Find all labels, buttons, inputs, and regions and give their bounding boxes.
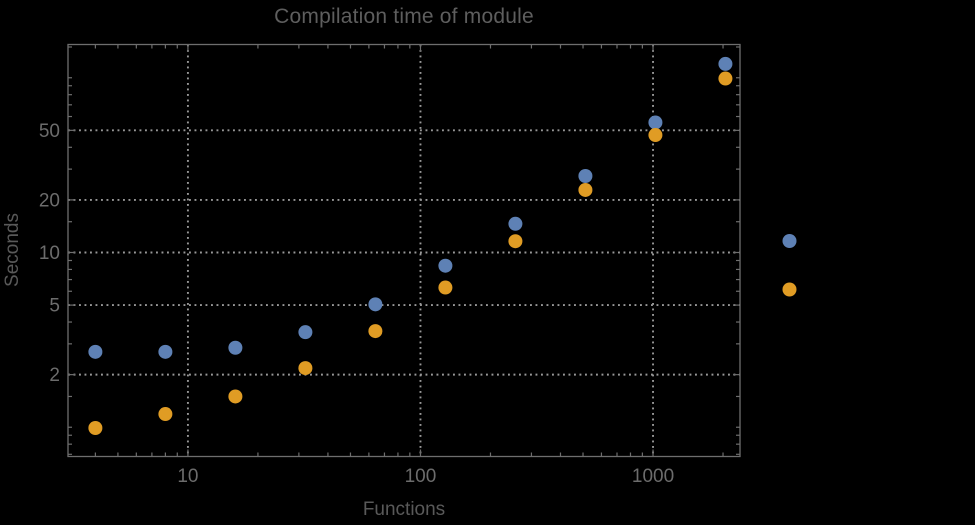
data-point-orange <box>228 389 243 404</box>
data-point-orange <box>648 128 663 143</box>
frame-layer <box>67 43 741 458</box>
data-point-blue <box>508 216 523 231</box>
y-tick-label: 2 <box>49 365 60 386</box>
data-point-blue <box>578 169 593 184</box>
data-point-orange <box>298 361 313 376</box>
legend-marker-blue <box>782 234 797 248</box>
gridlines-layer <box>68 44 740 457</box>
x-tick-label: 10 <box>177 466 198 487</box>
data-point-blue <box>718 56 733 71</box>
data-point-blue <box>298 325 313 340</box>
data-point-orange <box>578 182 593 197</box>
y-tick-label: 5 <box>49 296 60 317</box>
data-points-layer <box>88 56 733 435</box>
data-point-blue <box>648 115 663 130</box>
y-tick-label: 10 <box>39 243 60 264</box>
data-point-blue <box>438 258 453 273</box>
y-tick-label: 50 <box>39 121 60 142</box>
ticks-layer <box>68 44 740 457</box>
y-axis-label: Seconds <box>2 213 23 287</box>
data-point-blue <box>368 297 383 312</box>
legend-marker-orange <box>782 282 797 297</box>
x-tick-label: 1000 <box>632 466 674 487</box>
data-point-orange <box>508 234 523 249</box>
data-point-orange <box>718 71 733 86</box>
data-point-blue <box>88 344 103 359</box>
x-axis-label: Functions <box>362 499 446 520</box>
plot-frame <box>67 43 741 458</box>
y-tick-label: 20 <box>39 190 60 211</box>
legend-layer <box>782 234 797 297</box>
tick-labels-layer: 10 100 1000 2 5 10 20 50 <box>39 121 674 487</box>
data-point-blue <box>158 344 173 359</box>
data-point-blue <box>228 340 243 355</box>
chart-title: Compilation time of module <box>274 5 534 28</box>
data-point-orange <box>88 420 103 435</box>
data-point-orange <box>368 324 383 339</box>
x-tick-label: 100 <box>405 466 437 487</box>
data-point-orange <box>438 280 453 295</box>
data-point-orange <box>158 407 173 422</box>
